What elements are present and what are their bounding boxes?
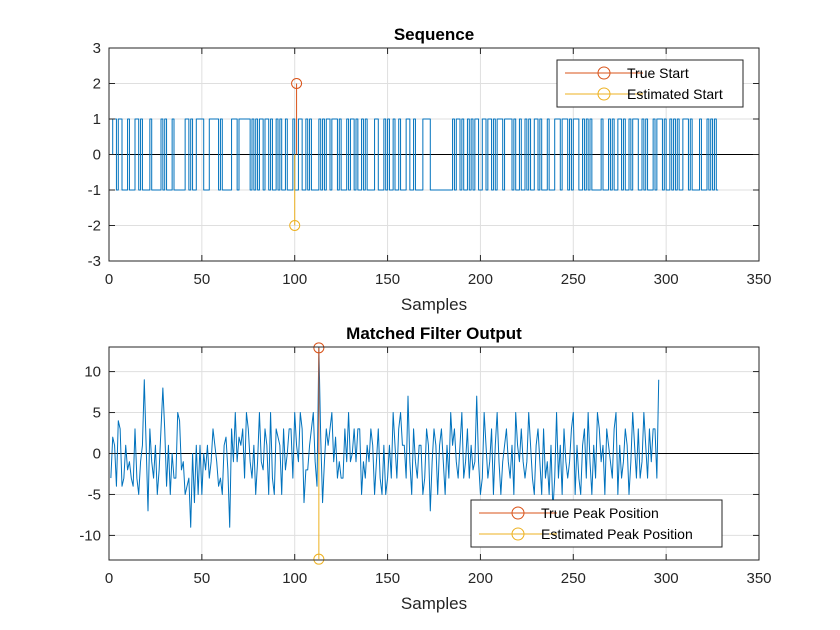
legend: True Peak Position Estimated Peak Positio…	[470, 499, 723, 548]
legend-marker	[597, 87, 611, 101]
legend-marker	[597, 66, 611, 80]
stem-true-start	[291, 78, 303, 155]
legend-entry: Estimated Start	[565, 86, 723, 102]
legend-marker	[511, 506, 525, 520]
stem-marker	[313, 342, 325, 354]
x-tick-label: 350	[746, 271, 771, 288]
x-axis-label: Samples	[401, 594, 467, 613]
legend-label: Estimated Start	[627, 86, 723, 102]
x-axis-label: Samples	[401, 295, 467, 314]
signal-line	[110, 346, 660, 528]
legend-box	[470, 499, 723, 548]
plot-title: Matched Filter Output	[346, 324, 522, 343]
x-tick-label: 200	[468, 271, 493, 288]
ticks: 0 50 100 150 200 250 300 350 -10 -5 0 5 10	[79, 347, 772, 587]
legend-label: Estimated Peak Position	[541, 526, 693, 542]
y-tick-label: -2	[88, 218, 101, 235]
legend-entry: True Peak Position	[479, 505, 659, 521]
x-tick-label: 100	[282, 271, 307, 288]
legend-marker	[511, 527, 525, 541]
y-tick-label: 10	[84, 364, 101, 381]
x-tick-label: 50	[194, 570, 211, 587]
y-tick-label: 2	[93, 76, 101, 93]
stem-marker	[313, 553, 325, 565]
y-tick-label: 1	[93, 111, 101, 128]
stem-marker	[289, 220, 301, 231]
y-tick-label: 3	[93, 40, 101, 57]
x-tick-label: 50	[194, 271, 211, 288]
ticks: 0 50 100 150 200 250 300 350 -3 -2 -1 0 1 2 3	[88, 40, 772, 288]
plot-title: Sequence	[394, 25, 474, 44]
x-tick-label: 0	[105, 570, 113, 587]
y-tick-label: -3	[88, 253, 101, 270]
stem-estimated-start	[289, 154, 301, 231]
subplot-2: 0 50 100 150 200 250 300 350 -10 -5 0 5 10 Matched Fi…	[79, 324, 771, 613]
y-tick-label: -5	[88, 486, 101, 503]
y-tick-label: 0	[93, 147, 101, 164]
signal-line	[110, 118, 719, 191]
x-tick-label: 250	[561, 271, 586, 288]
x-tick-label: 350	[746, 570, 771, 587]
legend: True Start Estimated Start	[556, 59, 744, 108]
y-tick-label: -1	[88, 182, 101, 199]
subplot-1: 0 50 100 150 200 250 300 350 -3 -2 -1 0 1 2 3 Sequence S…	[88, 25, 772, 314]
x-tick-label: 0	[105, 271, 113, 288]
x-tick-label: 250	[561, 570, 586, 587]
stem-estimated-peak-position	[313, 453, 325, 565]
x-tick-label: 100	[282, 570, 307, 587]
x-tick-label: 300	[654, 570, 679, 587]
y-tick-label: 5	[93, 405, 101, 422]
stem-true-peak-position	[313, 342, 325, 454]
legend-entry: Estimated Peak Position	[479, 526, 693, 542]
stem-marker	[291, 78, 303, 89]
legend-entry: True Start	[565, 65, 689, 81]
y-tick-label: -10	[79, 527, 101, 544]
x-tick-label: 150	[375, 570, 400, 587]
legend-label: True Start	[627, 65, 689, 81]
x-tick-label: 150	[375, 271, 400, 288]
x-tick-label: 200	[468, 570, 493, 587]
x-tick-label: 300	[654, 271, 679, 288]
legend-label: True Peak Position	[541, 505, 659, 521]
y-tick-label: 0	[93, 446, 101, 463]
legend-box	[556, 59, 744, 108]
